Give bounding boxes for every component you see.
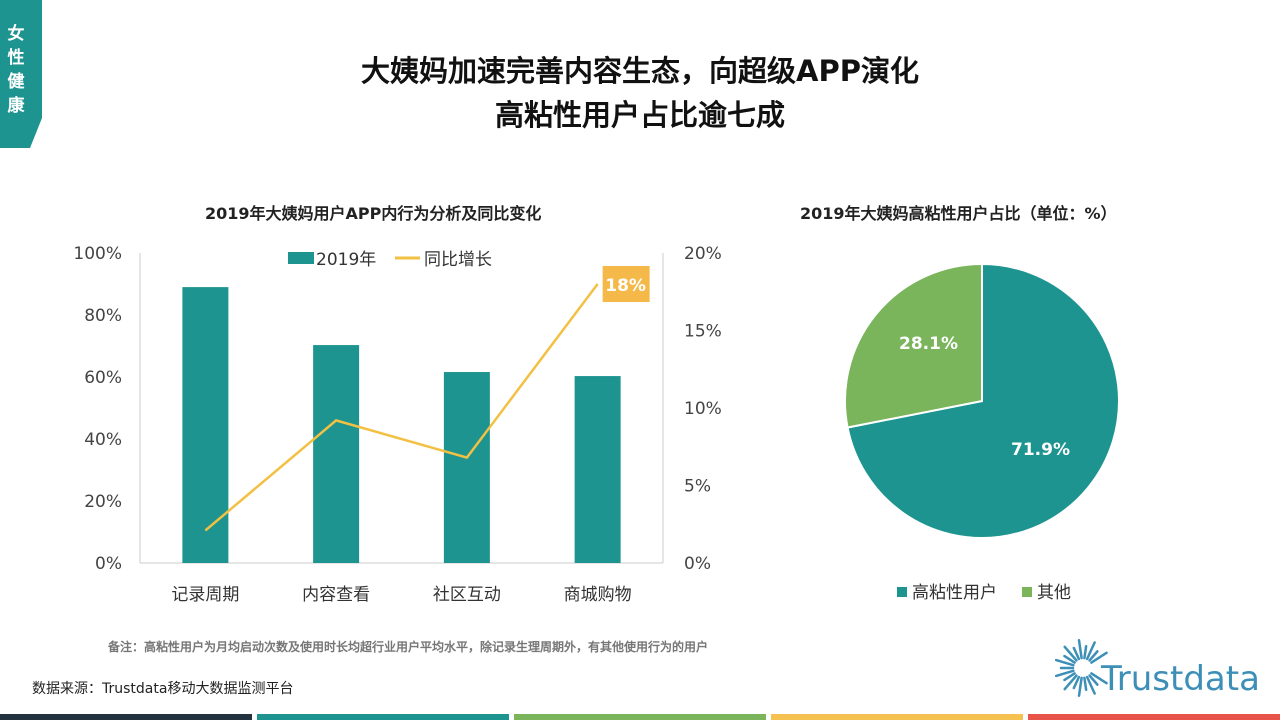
page-title: 大姨妈加速完善内容生态，向超级APP演化 xyxy=(361,54,919,88)
footer-stripe xyxy=(1028,714,1280,720)
category-label: 记录周期 xyxy=(171,585,239,605)
left-tick-label: 0% xyxy=(95,554,122,574)
slice-label: 71.9% xyxy=(1011,440,1070,460)
left-tick-label: 60% xyxy=(84,368,122,388)
right-tick-label: 15% xyxy=(684,322,722,342)
trustdata-logo: Trustdata xyxy=(1055,639,1260,699)
legend-swatch xyxy=(1022,587,1032,597)
right-tick-label: 0% xyxy=(684,554,711,574)
legend-swatch xyxy=(897,587,907,597)
pie-slice xyxy=(846,262,1120,539)
logo-ray xyxy=(1055,669,1075,678)
left-tick-label: 80% xyxy=(84,306,122,326)
logo-ray xyxy=(1072,646,1081,661)
bar-line-chart: 0% 20% 40% 60% 80% 100% 0% 5% 10% 15% 20% 记录周期 内容查看 社… xyxy=(73,244,722,605)
slice-label: 28.1% xyxy=(899,334,958,354)
left-tick-label: 20% xyxy=(84,492,122,512)
logo-text: Trustdata xyxy=(1100,659,1260,699)
footer-stripe xyxy=(257,714,509,720)
page-subtitle: 高粘性用户占比逾七成 xyxy=(494,98,785,132)
logo-ray xyxy=(1063,672,1076,682)
annotation-box xyxy=(602,266,650,302)
bar xyxy=(443,372,490,563)
logo-ray xyxy=(1063,645,1078,662)
left-tick-label: 40% xyxy=(84,430,122,450)
logo-ray xyxy=(1063,654,1076,664)
bar xyxy=(313,345,360,563)
right-tick-label: 10% xyxy=(684,399,722,419)
legend-label: 高粘性用户 xyxy=(912,583,997,603)
logo-ray xyxy=(1063,674,1078,691)
growth-line xyxy=(204,283,599,532)
footnote: 备注：高粘性用户为月均启动次数及使用时长均超行业用户平均水平，除记录生理周期外，… xyxy=(108,640,709,654)
category-label: 社区互动 xyxy=(433,585,501,605)
legend-swatch-bar xyxy=(288,252,314,264)
legend-label: 其他 xyxy=(1037,583,1071,603)
logo-ray xyxy=(1077,639,1083,660)
logo-ray xyxy=(1088,650,1099,662)
logo-ray xyxy=(1088,674,1099,686)
logo-ray xyxy=(1085,641,1096,661)
bar xyxy=(574,376,621,563)
footer-stripe xyxy=(0,714,252,720)
pie-chart-title: 2019年大姨妈高粘性用户占比（单位：%） xyxy=(800,204,1117,223)
annotation-label: 18% xyxy=(605,276,646,296)
logo-ray xyxy=(1083,676,1088,692)
right-tick-label: 5% xyxy=(684,477,711,497)
logo-ray xyxy=(1072,675,1081,690)
bar xyxy=(182,287,229,563)
pie-slice xyxy=(844,262,983,429)
logo-ray xyxy=(1090,651,1108,664)
legend-label: 同比增长 xyxy=(424,250,492,270)
footer-stripe xyxy=(514,714,766,720)
logo-ray xyxy=(1090,672,1108,685)
logo-ray xyxy=(1077,676,1083,697)
category-label: 商城购物 xyxy=(564,585,632,605)
category-label: 内容查看 xyxy=(302,585,370,605)
category-tag: 女性健康 xyxy=(0,0,42,148)
footer-stripe xyxy=(771,714,1023,720)
left-tick-label: 100% xyxy=(73,244,122,264)
right-tick-label: 20% xyxy=(684,244,722,264)
bar-chart-title: 2019年大姨妈用户APP内行为分析及同比变化 xyxy=(205,204,542,223)
logo-ray xyxy=(1085,675,1096,695)
logo-ray xyxy=(1083,644,1088,660)
legend-label: 2019年 xyxy=(316,250,376,270)
data-source: 数据来源：Trustdata移动大数据监测平台 xyxy=(32,681,294,697)
logo-ray xyxy=(1055,658,1075,667)
